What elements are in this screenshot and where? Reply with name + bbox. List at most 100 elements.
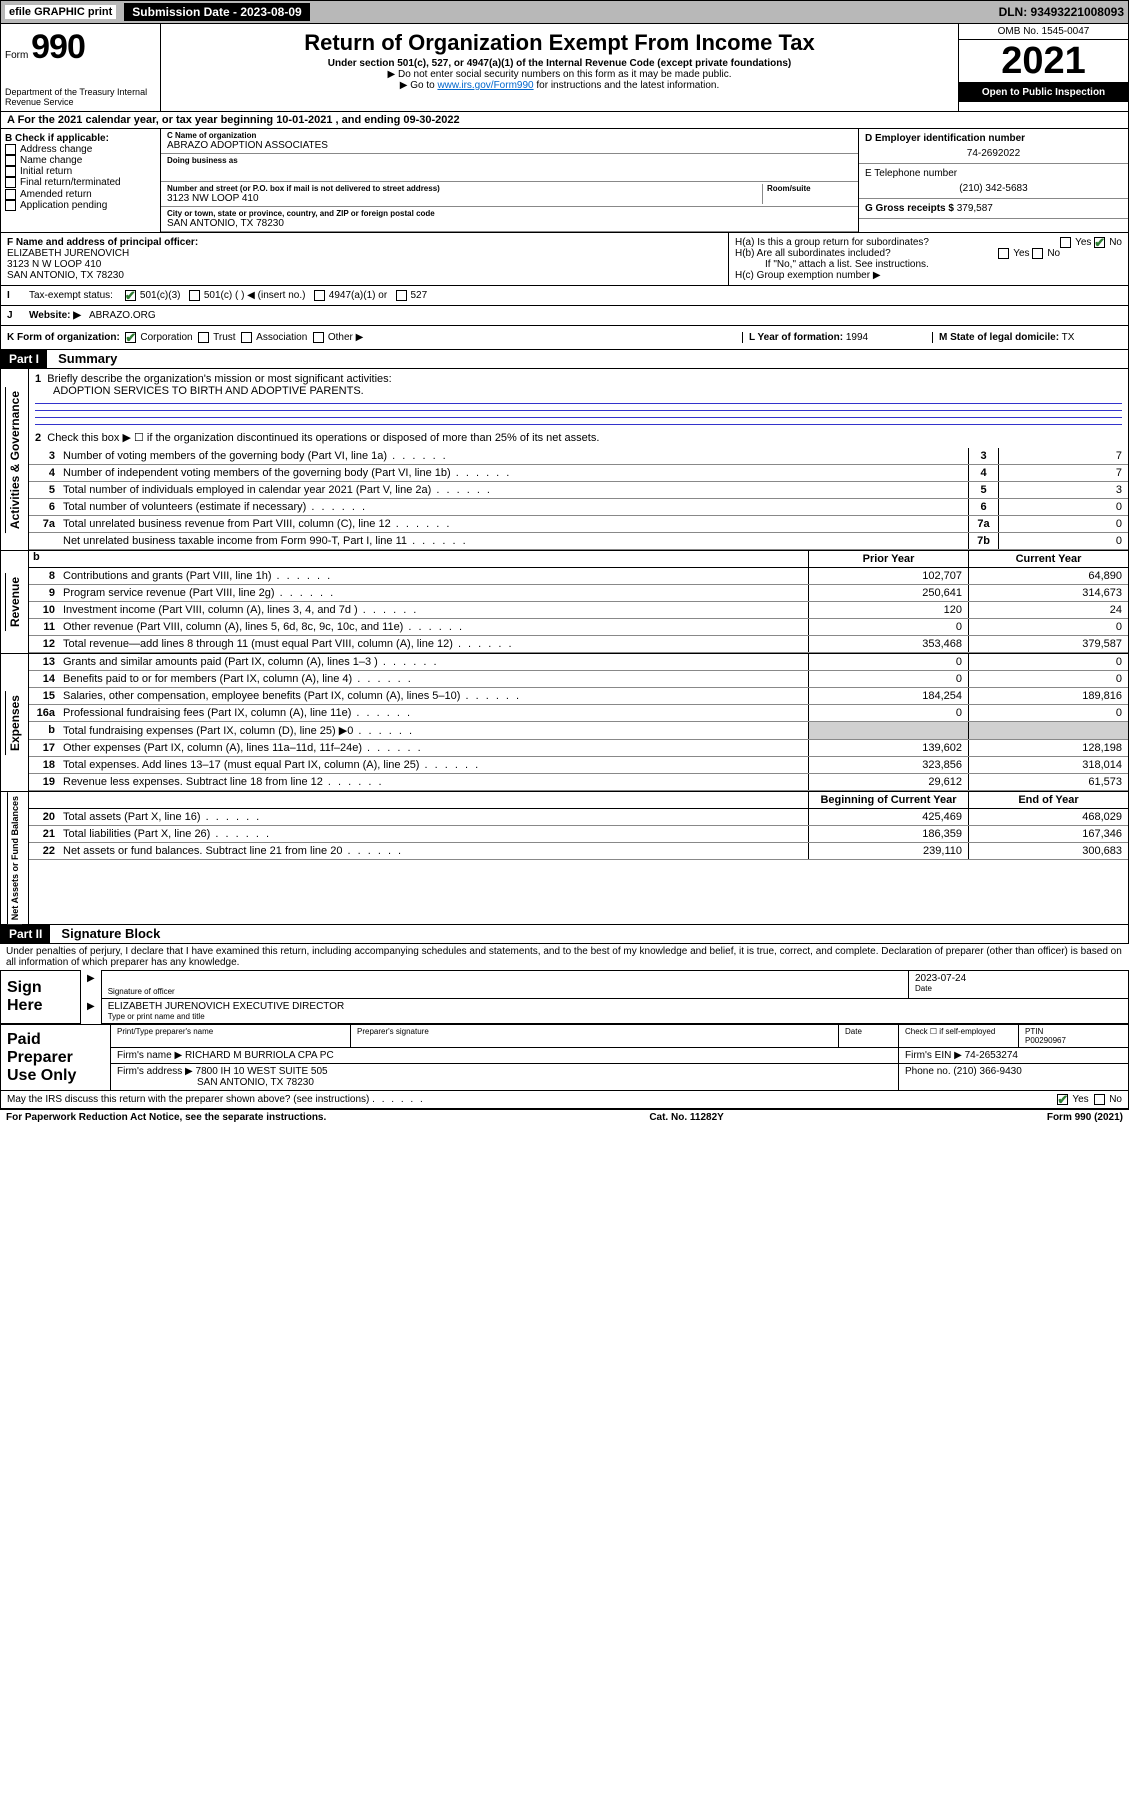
e-label: E Telephone number	[865, 168, 1122, 179]
f-officer: F Name and address of principal officer:…	[1, 233, 728, 285]
tax-year: 2021	[959, 40, 1128, 83]
firm-addr2: SAN ANTONIO, TX 78230	[117, 1077, 314, 1088]
m-value: TX	[1062, 332, 1075, 343]
revenue-section: Revenue b Prior Year Current Year 8Contr…	[0, 551, 1129, 654]
c-city-value: SAN ANTONIO, TX 78230	[167, 218, 852, 229]
ha-row: H(a) Is this a group return for subordin…	[735, 237, 1122, 248]
i-opt: 501(c)(3)	[140, 290, 181, 301]
q2-text: Check this box ▶ ☐ if the organization d…	[47, 432, 599, 444]
b-item: Initial return	[5, 166, 156, 177]
c-name-value: ABRAZO ADOPTION ASSOCIATES	[167, 140, 852, 151]
current-year-header: Current Year	[968, 551, 1128, 567]
c-city-label: City or town, state or province, country…	[167, 209, 852, 218]
b-item: Final return/terminated	[5, 177, 156, 188]
hb-text: H(b) Are all subordinates included?	[735, 248, 891, 259]
part2-badge: Part II	[1, 925, 50, 943]
sub3-post: for instructions and the latest informat…	[534, 80, 720, 91]
data-line: 15Salaries, other compensation, employee…	[29, 688, 1128, 705]
e-phone: E Telephone number (210) 342-5683	[859, 164, 1128, 199]
footer-left: For Paperwork Reduction Act Notice, see …	[6, 1112, 326, 1123]
k-opt: Corporation	[140, 332, 192, 343]
paid-preparer-label: Paid Preparer Use Only	[1, 1025, 111, 1091]
sign-here-label: Sign Here	[1, 971, 81, 1024]
c-dba: Doing business as	[161, 154, 858, 182]
f-city: SAN ANTONIO, TX 78230	[7, 270, 722, 281]
c-addr-label: Number and street (or P.O. box if mail i…	[167, 184, 762, 193]
discuss-row: May the IRS discuss this return with the…	[0, 1091, 1129, 1109]
hb-row: H(b) Are all subordinates included? Yes …	[735, 248, 1122, 259]
k-opt: Association	[256, 332, 307, 343]
footer-right: Form 990 (2021)	[1047, 1112, 1123, 1123]
discuss-text: May the IRS discuss this return with the…	[7, 1094, 369, 1105]
prior-year-header: Prior Year	[808, 551, 968, 567]
data-line: 18Total expenses. Add lines 13–17 (must …	[29, 757, 1128, 774]
data-line: 17Other expenses (Part IX, column (A), l…	[29, 740, 1128, 757]
data-line: bTotal fundraising expenses (Part IX, co…	[29, 722, 1128, 740]
firm-ein-label: Firm's EIN ▶	[905, 1050, 962, 1061]
type-name-label: Type or print name and title	[108, 1012, 1122, 1021]
k-opt: Trust	[213, 332, 235, 343]
part2-header-row: Part II Signature Block	[0, 925, 1129, 944]
section-bcd: B Check if applicable: Address change Na…	[0, 129, 1129, 233]
part1-header-row: Part I Summary	[0, 350, 1129, 369]
prep-sig-label: Preparer's signature	[351, 1025, 839, 1048]
b-item: Amended return	[5, 189, 156, 200]
ha-text: H(a) Is this a group return for subordin…	[735, 237, 929, 248]
top-bar: efile GRAPHIC print Submission Date - 20…	[0, 0, 1129, 24]
g-gross: G Gross receipts $ 379,587	[859, 199, 1128, 219]
b-item: Address change	[5, 144, 156, 155]
form-title: Return of Organization Exempt From Incom…	[169, 30, 950, 56]
j-value: ABRAZO.ORG	[81, 310, 156, 321]
irs-link[interactable]: www.irs.gov/Form990	[437, 80, 533, 91]
line-klm: K Form of organization: Corporation Trus…	[0, 326, 1129, 350]
end-year-header: End of Year	[968, 792, 1128, 808]
q1-text: ADOPTION SERVICES TO BIRTH AND ADOPTIVE …	[35, 385, 1122, 397]
l-label: L Year of formation:	[749, 332, 843, 343]
rev-side-label: Revenue	[5, 573, 24, 631]
part1-badge: Part I	[1, 350, 47, 368]
col-b: B Check if applicable: Address change Na…	[1, 129, 161, 232]
header-sub3: ▶ Go to www.irs.gov/Form990 for instruct…	[169, 80, 950, 91]
data-line: 21Total liabilities (Part X, line 26)186…	[29, 826, 1128, 843]
data-line: 9Program service revenue (Part VIII, lin…	[29, 585, 1128, 602]
data-line: 8Contributions and grants (Part VIII, li…	[29, 568, 1128, 585]
hc-text: H(c) Group exemption number ▶	[735, 270, 1122, 281]
line-a-text: A For the 2021 calendar year, or tax yea…	[7, 114, 460, 126]
k-opt: Other ▶	[328, 332, 363, 343]
form-header: Form 990 Department of the Treasury Inte…	[0, 24, 1129, 112]
firm-ein: 74-2653274	[965, 1050, 1018, 1061]
summary-line: 3Number of voting members of the governi…	[29, 448, 1128, 465]
c-city: City or town, state or province, country…	[161, 207, 858, 232]
data-line: 20Total assets (Part X, line 16)425,4694…	[29, 809, 1128, 826]
firm-name: RICHARD M BURRIOLA CPA PC	[185, 1050, 334, 1061]
firm-addr1: 7800 IH 10 WEST SUITE 505	[196, 1066, 328, 1077]
q1-label: Briefly describe the organization's miss…	[47, 373, 391, 385]
perjury-text: Under penalties of perjury, I declare th…	[0, 944, 1129, 970]
data-line: 13Grants and similar amounts paid (Part …	[29, 654, 1128, 671]
self-emp: Check ☐ if self-employed	[899, 1025, 1019, 1048]
data-line: 19Revenue less expenses. Subtract line 1…	[29, 774, 1128, 791]
prep-date-label: Date	[839, 1025, 899, 1048]
firm-addr-label: Firm's address ▶	[117, 1066, 193, 1077]
line-i: I Tax-exempt status: 501(c)(3) 501(c) ( …	[0, 286, 1129, 306]
line-a: A For the 2021 calendar year, or tax yea…	[0, 112, 1129, 129]
dept-treasury: Department of the Treasury Internal Reve…	[5, 87, 156, 107]
data-line: 11Other revenue (Part VIII, column (A), …	[29, 619, 1128, 636]
dln: DLN: 93493221008093	[999, 5, 1124, 19]
phone-value: (210) 366-9430	[953, 1066, 1021, 1077]
line-j: J Website: ▶ ABRAZO.ORG	[0, 306, 1129, 326]
governance-section: Activities & Governance 1 Briefly descri…	[0, 369, 1129, 551]
header-center: Return of Organization Exempt From Incom…	[161, 24, 958, 111]
c-dba-label: Doing business as	[167, 156, 852, 165]
data-line: 12Total revenue—add lines 8 through 11 (…	[29, 636, 1128, 653]
d-label: D Employer identification number	[865, 133, 1122, 144]
sig-date: 2023-07-24	[915, 973, 1122, 984]
c-addr: Number and street (or P.O. box if mail i…	[161, 182, 858, 207]
part2-title: Signature Block	[53, 926, 160, 941]
exp-side-label: Expenses	[5, 691, 24, 755]
b-item: Name change	[5, 155, 156, 166]
data-line: 10Investment income (Part VIII, column (…	[29, 602, 1128, 619]
b-item: Application pending	[5, 200, 156, 211]
rev-header: b Prior Year Current Year	[29, 551, 1128, 568]
h-block: H(a) Is this a group return for subordin…	[728, 233, 1128, 285]
